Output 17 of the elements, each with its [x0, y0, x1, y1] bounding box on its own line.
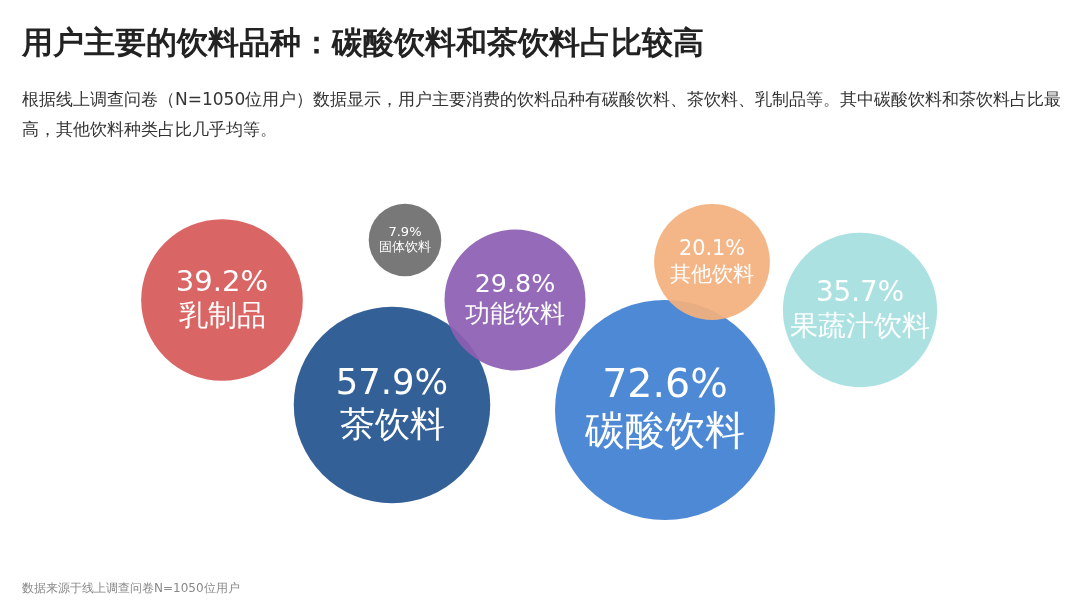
- text: 根据线上调查问卷（N=1050位用户）数据显示，用户主要消费的饮料品种有碳酸饮料、茶饮料、乳制品等。其中碳酸饮料和茶饮料占比最高，其他饮料种类占比几乎均等。: [22, 88, 1062, 141]
- category-label: 功能饮料: [465, 298, 565, 329]
- category-label: 其他饮料: [670, 261, 754, 286]
- data-label: 39.2%: [175, 263, 269, 298]
- data-label: 29.8%: [474, 267, 556, 298]
- category-label: 茶饮料: [339, 403, 445, 445]
- category-label: 固体饮料: [379, 239, 431, 255]
- data-label: 35.7%: [815, 275, 905, 309]
- data-label: 20.1%: [678, 236, 746, 261]
- text: 数据来源于线上调查问卷N=1050位用户: [22, 580, 240, 597]
- data-label: 72.6%: [602, 359, 728, 406]
- text: 用户主要的饮料品种：碳酸饮料和茶饮料占比较高: [22, 23, 704, 62]
- data-label: 57.9%: [335, 360, 449, 402]
- data-label: 7.9%: [388, 223, 422, 239]
- category-label: 乳制品: [178, 298, 266, 333]
- category-label: 果蔬汁饮料: [790, 308, 930, 342]
- category-label: 碳酸饮料: [584, 407, 745, 454]
